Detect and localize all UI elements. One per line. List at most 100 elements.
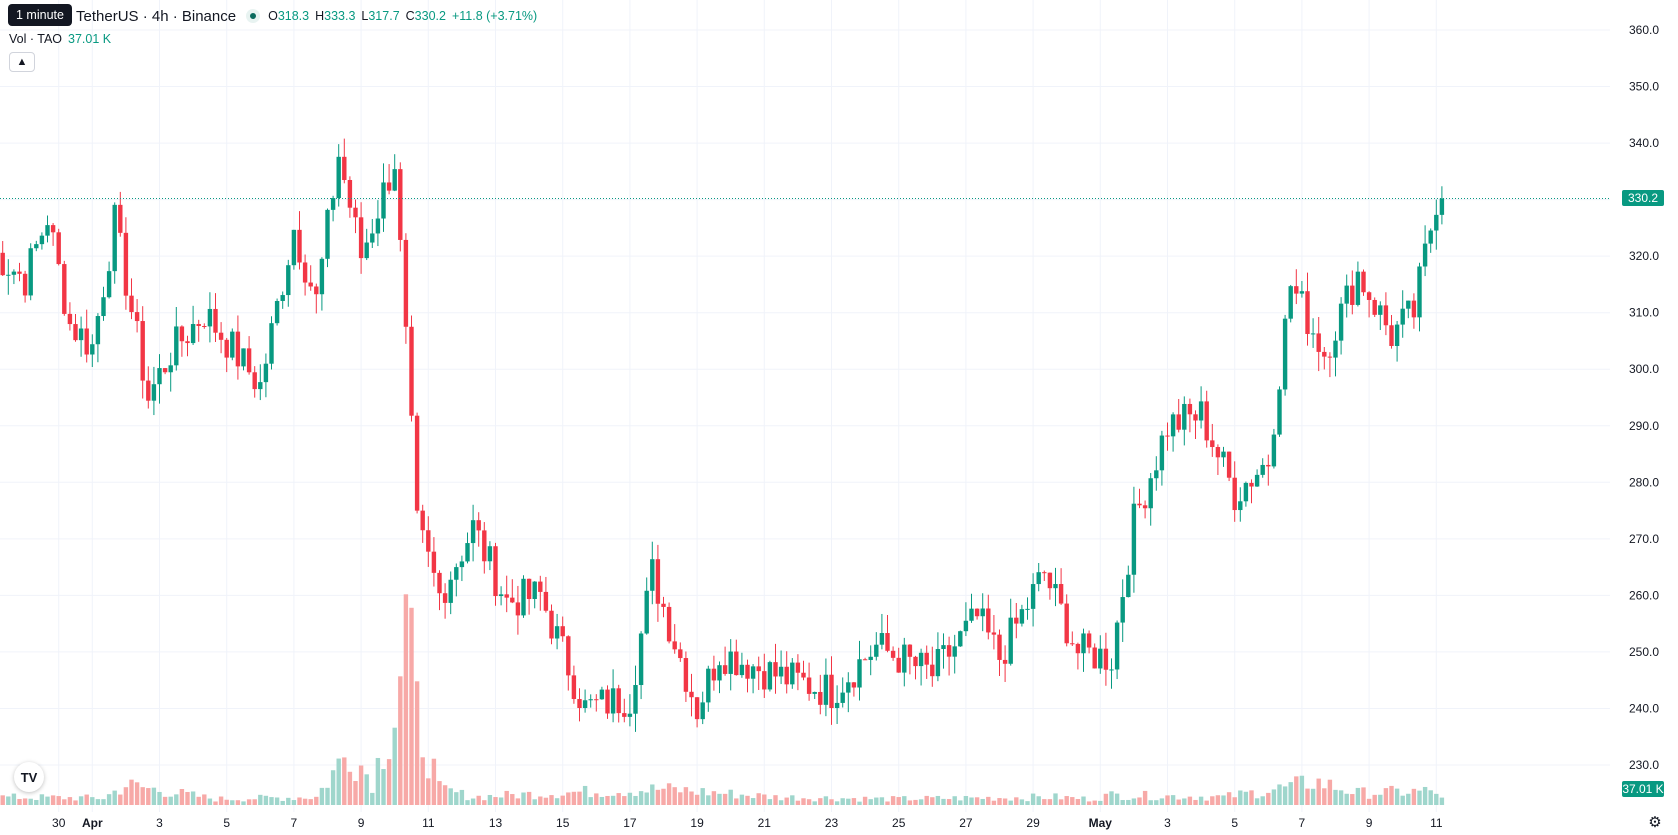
candle-body	[588, 699, 593, 701]
candle-body	[750, 666, 756, 679]
candle-body	[1366, 292, 1372, 300]
volume-bar	[420, 757, 425, 805]
open-label: O	[268, 9, 278, 23]
candle-body	[739, 664, 745, 676]
volume-bar	[1002, 798, 1008, 805]
candle-body	[448, 579, 453, 603]
time-tick-label: 15	[556, 816, 570, 830]
volume-bar	[1406, 793, 1411, 805]
volume-bars	[0, 594, 1445, 805]
volume-bar	[140, 787, 145, 805]
market-status-icon[interactable]	[246, 9, 261, 23]
symbol-title[interactable]: TetherUS · 4h · Binance	[76, 7, 237, 25]
volume-bar	[426, 778, 431, 805]
candle-body	[840, 692, 845, 703]
candle-body	[1137, 503, 1142, 506]
volume-bar	[11, 793, 17, 805]
volume-bar	[683, 787, 689, 805]
volume-bar	[750, 798, 756, 805]
candle-body	[330, 198, 336, 210]
candle-body	[90, 344, 95, 355]
candle-body	[1002, 659, 1008, 664]
candle-body	[974, 608, 980, 617]
volume-bar	[375, 757, 381, 805]
candle-body	[241, 348, 246, 367]
candle-body	[50, 225, 56, 233]
volume-bar	[1366, 798, 1372, 805]
price-axis[interactable]: 360.0350.0340.0330.0320.0310.0300.0290.0…	[1629, 23, 1659, 772]
candle-body	[784, 666, 789, 685]
candle-body	[1086, 633, 1092, 648]
volume-bar	[963, 796, 969, 805]
volume-bar	[1182, 798, 1187, 805]
candle-body	[554, 626, 560, 639]
collapse-legend-button[interactable]: ▲	[9, 52, 35, 72]
volume-bar	[526, 791, 532, 805]
candle-body	[375, 218, 381, 234]
tradingview-logo-icon[interactable]: TV	[14, 762, 44, 792]
volume-bar	[543, 797, 549, 805]
time-tick-label: May	[1089, 816, 1113, 830]
volume-bar	[974, 797, 980, 805]
gear-icon[interactable]: ⚙	[1648, 814, 1662, 831]
candle-body	[946, 645, 952, 657]
volume-bar	[605, 795, 610, 805]
volume-bar	[997, 798, 1002, 805]
candle-body	[1243, 482, 1249, 502]
candle-body	[101, 297, 106, 317]
volume-bar	[532, 799, 537, 805]
candle-body	[1047, 572, 1053, 589]
candle-body	[1221, 451, 1226, 458]
candle-body	[868, 656, 873, 660]
time-tick-label: 13	[489, 816, 503, 830]
time-tick-label: 19	[690, 816, 704, 830]
volume-bar	[56, 796, 61, 805]
time-tick-label: 7	[1299, 816, 1306, 830]
candle-body	[1249, 482, 1254, 487]
volume-bar	[73, 800, 78, 805]
candle-body	[1148, 478, 1153, 509]
volume-bar	[308, 799, 313, 805]
volume-legend[interactable]: Vol · TAO 37.01 K	[9, 32, 111, 46]
volume-bar	[252, 799, 257, 805]
volume-bar	[1137, 797, 1142, 805]
volume-bar	[739, 794, 745, 805]
candle-body	[958, 631, 963, 647]
candle-body	[599, 689, 605, 700]
candle-body	[1098, 648, 1103, 669]
low-value: L317.7	[361, 9, 399, 23]
time-tick-label: 21	[758, 816, 772, 830]
candle-body	[134, 312, 140, 322]
volume-bar	[90, 797, 95, 805]
candle-body	[22, 273, 28, 296]
candle-body	[454, 567, 459, 580]
time-tick-label: 5	[223, 816, 230, 830]
candle-body	[823, 674, 829, 705]
price-tick-label: 250.0	[1629, 645, 1659, 659]
volume-bar	[1042, 799, 1047, 805]
candle-body	[1064, 603, 1069, 644]
candle-body	[196, 324, 201, 327]
volume-bar	[78, 796, 84, 805]
candle-body	[1282, 318, 1288, 390]
candle-body	[353, 207, 358, 218]
volume-bar	[241, 801, 246, 805]
candle-body	[1170, 414, 1176, 437]
volume-bar	[588, 797, 593, 805]
volume-bar	[1193, 799, 1198, 805]
volume-bar	[274, 797, 280, 805]
candle-body	[1058, 584, 1064, 604]
volume-bar	[767, 799, 773, 805]
candle-body	[73, 324, 78, 341]
volume-bar	[174, 794, 179, 805]
volume-bar	[1215, 795, 1221, 805]
volume-bar	[1355, 787, 1361, 805]
candle-body	[146, 380, 151, 401]
volume-bar	[655, 789, 661, 805]
volume-bar	[190, 791, 196, 805]
candle-body	[515, 602, 521, 616]
time-axis[interactable]: 30 Apr 3 5 7 9 11 13 15 17 19 21 23 25 27 29 May 3 5 7 9 11	[52, 816, 1443, 830]
volume-bar	[1394, 788, 1400, 805]
volume-bar	[476, 795, 481, 805]
